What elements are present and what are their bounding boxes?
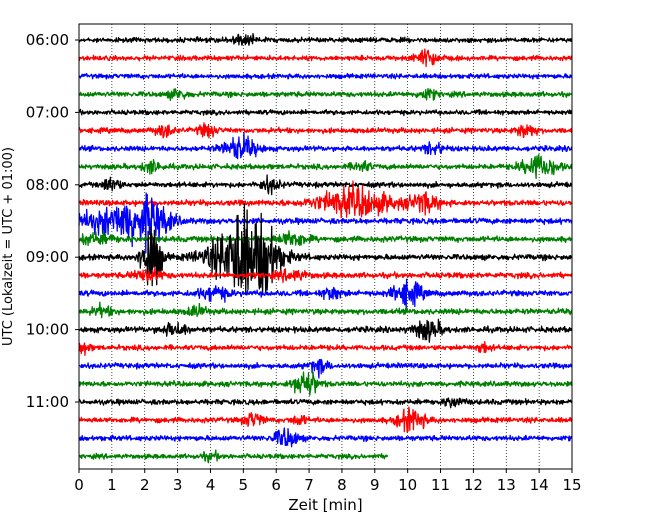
trace-line: [78, 406, 573, 433]
trace-line: [78, 203, 573, 296]
x-axis: 0 1 2 3 4 5 6 7 8 9 10 11 12 13 14 15: [74, 469, 582, 494]
x-tick-label: 2: [140, 476, 150, 494]
y-tick-label: 06:00: [26, 31, 69, 49]
trace-line: [78, 174, 573, 196]
trace-line: [78, 278, 573, 309]
x-tick-label: 8: [337, 476, 347, 494]
trace-line: [78, 132, 573, 160]
x-tick-label: 4: [206, 476, 216, 494]
x-tick-label: 6: [271, 476, 281, 494]
x-tick-label: 1: [107, 476, 117, 494]
trace-line: [78, 358, 573, 379]
trace-line: [78, 397, 573, 409]
trace-line: [78, 192, 573, 254]
x-tick-label: 11: [431, 476, 450, 494]
y-tick-label: 11:00: [26, 393, 69, 411]
x-tick-label: 7: [304, 476, 314, 494]
y-tick-label: 10:00: [26, 321, 69, 339]
trace-line: [78, 87, 573, 102]
trace-line: [78, 122, 573, 139]
x-tick-label: 13: [497, 476, 516, 494]
trace-line: [78, 33, 573, 46]
trace-line: [78, 371, 573, 396]
x-tick-label: 9: [370, 476, 380, 494]
y-tick-label: 08:00: [26, 176, 69, 194]
trace-line: [78, 341, 573, 356]
trace-line: [78, 301, 573, 319]
trace-line: [78, 230, 573, 246]
trace-line: [78, 72, 573, 80]
y-tick-label: 07:00: [26, 103, 69, 121]
y-axis-label: UTC (Lokalzeit = UTC + 01:00): [1, 147, 16, 346]
y-tick-label: 09:00: [26, 248, 69, 266]
trace-line: [78, 266, 573, 284]
trace-line: [78, 108, 573, 117]
x-tick-label: 0: [74, 476, 84, 494]
x-tick-label: 12: [464, 476, 483, 494]
x-axis-label: Zeit [min]: [288, 496, 362, 514]
trace-lines: [78, 33, 573, 464]
trace-line: [78, 48, 573, 68]
plot-frame: [78, 23, 573, 470]
trace-line: [78, 427, 573, 448]
trace-line: [78, 318, 573, 343]
y-axis: 06:00 07:00 08:00 09:00 10:00 11:00: [26, 31, 79, 411]
x-tick-label: 14: [530, 476, 549, 494]
trace-line: [78, 153, 573, 180]
trace-line: [78, 180, 573, 219]
x-tick-label: 3: [173, 476, 183, 494]
trace-line: [78, 449, 389, 464]
x-tick-label: 10: [398, 476, 417, 494]
x-tick-label: 5: [239, 476, 249, 494]
x-tick-label: 15: [562, 476, 581, 494]
